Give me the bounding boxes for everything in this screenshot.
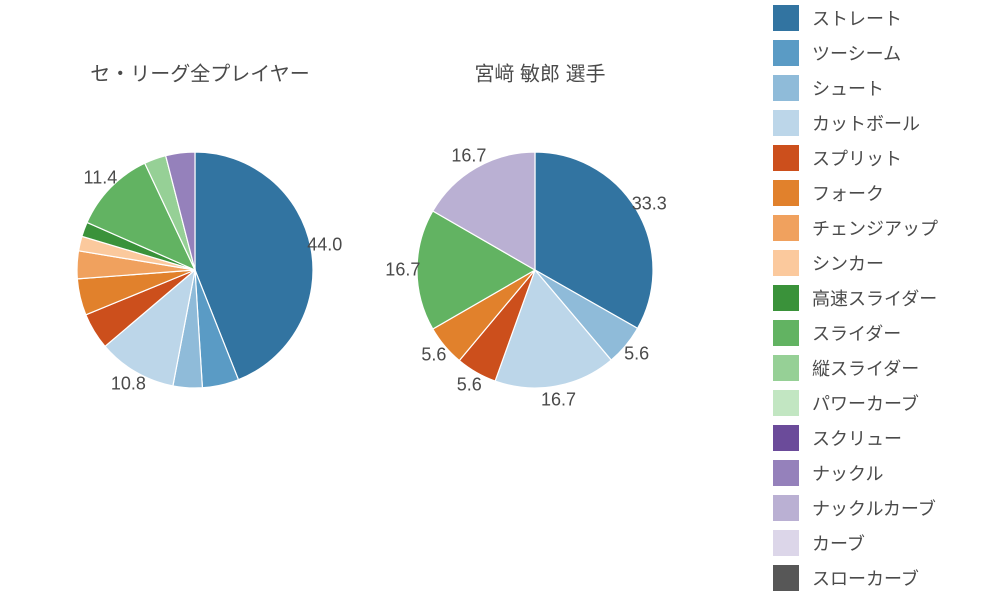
pie-slice-label: 5.6 (421, 345, 446, 366)
pie-slice-label: 11.4 (84, 167, 118, 188)
pie-slice-label: 16.7 (451, 145, 486, 166)
legend-item: スライダー (772, 315, 972, 350)
legend-swatch (772, 319, 800, 347)
pie-slice-label: 16.7 (385, 260, 420, 281)
chart-stage: セ・リーグ全プレイヤー 44.010.811.4 宮﨑 敏郎 選手 33.35.… (0, 0, 1000, 600)
legend-label: スライダー (812, 320, 901, 346)
legend-swatch (772, 4, 800, 32)
legend-label: パワーカーブ (812, 390, 919, 416)
legend-swatch (772, 144, 800, 172)
legend-label: スクリュー (812, 425, 902, 451)
legend-item: カットボール (772, 105, 972, 140)
legend-swatch (772, 424, 800, 452)
legend-item: ナックル (772, 455, 972, 490)
legend-label: ナックル (812, 460, 883, 486)
legend-swatch (772, 389, 800, 417)
legend-label: 縦スライダー (812, 355, 919, 381)
legend-swatch (772, 214, 800, 242)
legend-swatch (772, 284, 800, 312)
legend-label: ナックルカーブ (812, 495, 936, 521)
pie-slice-label: 16.7 (541, 390, 576, 411)
legend-item: 縦スライダー (772, 350, 972, 385)
legend-item: カーブ (772, 525, 972, 560)
legend-item: ナックルカーブ (772, 490, 972, 525)
legend-label: スプリット (812, 145, 902, 171)
legend-swatch (772, 459, 800, 487)
legend-swatch (772, 74, 800, 102)
legend-item: シュート (772, 70, 972, 105)
legend-item: スクリュー (772, 420, 972, 455)
legend-item: チェンジアップ (772, 210, 972, 245)
legend-label: 高速スライダー (812, 285, 937, 311)
pie-slice-label: 10.8 (111, 374, 146, 395)
pie-slice-label: 33.3 (632, 193, 667, 214)
legend-swatch (772, 109, 800, 137)
legend-label: ツーシーム (812, 40, 901, 66)
legend-item: フォーク (772, 175, 972, 210)
legend-item: 高速スライダー (772, 280, 972, 315)
legend-swatch (772, 354, 800, 382)
legend-item: ツーシーム (772, 35, 972, 70)
pie-slice-label: 5.6 (457, 374, 482, 395)
legend-label: カットボール (812, 110, 920, 136)
legend-label: シンカー (812, 250, 884, 276)
legend-swatch (772, 39, 800, 67)
legend-swatch (772, 494, 800, 522)
pie-chart-right: 33.3 5.6 16.7 5.6 5.6 16.7 16.7 (244, 0, 826, 561)
legend-label: シュート (812, 75, 884, 101)
legend: ストレートツーシームシュートカットボールスプリットフォークチェンジアップシンカー… (772, 0, 972, 595)
legend-item: シンカー (772, 245, 972, 280)
legend-swatch (772, 564, 800, 592)
legend-item: ストレート (772, 0, 972, 35)
legend-label: ストレート (812, 5, 902, 31)
pie-slice-label: 5.6 (624, 344, 649, 365)
legend-swatch (772, 529, 800, 557)
legend-label: スローカーブ (812, 565, 919, 591)
legend-item: スプリット (772, 140, 972, 175)
legend-label: カーブ (812, 530, 865, 556)
legend-swatch (772, 249, 800, 277)
legend-item: パワーカーブ (772, 385, 972, 420)
legend-item: スローカーブ (772, 560, 972, 595)
legend-label: チェンジアップ (812, 215, 938, 241)
legend-swatch (772, 179, 800, 207)
legend-label: フォーク (812, 180, 884, 206)
